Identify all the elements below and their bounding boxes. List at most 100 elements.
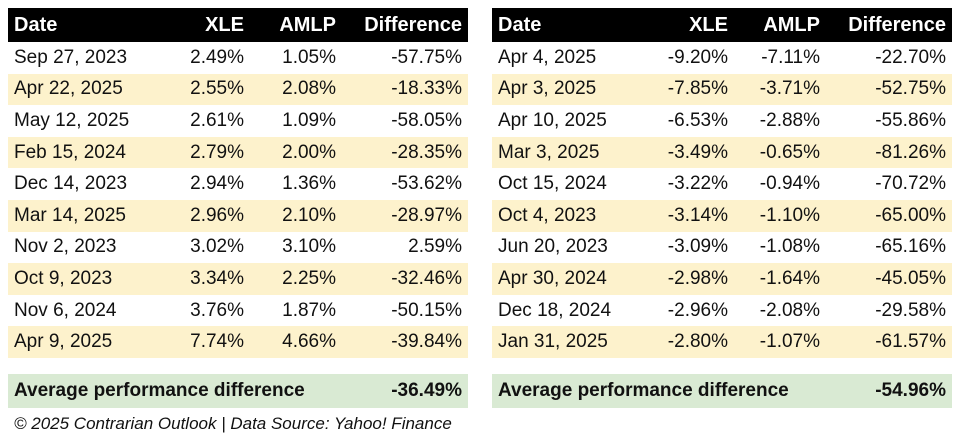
table-xle-top-losses: Date XLE AMLP Difference Apr 4, 2025 -9.2… bbox=[492, 8, 952, 408]
cell-difference: -70.72% bbox=[826, 168, 952, 200]
cell-xle: 7.74% bbox=[158, 326, 250, 358]
cell-amlp: 2.10% bbox=[250, 199, 342, 232]
cell-date: Apr 9, 2025 bbox=[8, 326, 158, 358]
cell-date: Apr 4, 2025 bbox=[492, 42, 642, 74]
cell-difference: -39.84% bbox=[342, 326, 468, 358]
cell-xle: -3.14% bbox=[642, 199, 734, 232]
table-row: Mar 14, 2025 2.96% 2.10% -28.97% bbox=[8, 199, 468, 232]
table-row: Jun 20, 2023 -3.09% -1.08% -65.16% bbox=[492, 231, 952, 264]
cell-date: Sep 27, 2023 bbox=[8, 42, 158, 74]
table-row: Sep 27, 2023 2.49% 1.05% -57.75% bbox=[8, 42, 468, 74]
cell-date: Oct 4, 2023 bbox=[492, 199, 642, 232]
cell-date: Apr 22, 2025 bbox=[8, 73, 158, 106]
cell-date: May 12, 2025 bbox=[8, 105, 158, 137]
table-row: Nov 6, 2024 3.76% 1.87% -50.15% bbox=[8, 294, 468, 327]
cell-xle: 2.49% bbox=[158, 42, 250, 74]
cell-amlp: -1.64% bbox=[734, 263, 826, 295]
cell-xle: -3.22% bbox=[642, 168, 734, 200]
cell-date: Nov 6, 2024 bbox=[8, 294, 158, 327]
cell-date: Dec 14, 2023 bbox=[8, 168, 158, 200]
table-row: Apr 10, 2025 -6.53% -2.88% -55.86% bbox=[492, 105, 952, 137]
spacer-cell bbox=[492, 357, 952, 374]
cell-date: Jan 31, 2025 bbox=[492, 326, 642, 358]
cell-xle: 2.55% bbox=[158, 73, 250, 106]
table-row: Mar 3, 2025 -3.49% -0.65% -81.26% bbox=[492, 136, 952, 169]
average-row: Average performance difference -54.96% bbox=[492, 373, 952, 408]
cell-amlp: 3.10% bbox=[250, 231, 342, 264]
cell-difference: -32.46% bbox=[342, 263, 468, 295]
cell-difference: -45.05% bbox=[826, 263, 952, 295]
cell-xle: 3.34% bbox=[158, 263, 250, 295]
average-label: Average performance difference bbox=[8, 373, 342, 408]
cell-date: Oct 15, 2024 bbox=[492, 168, 642, 200]
table-row: Dec 18, 2024 -2.96% -2.08% -29.58% bbox=[492, 294, 952, 327]
cell-amlp: 2.00% bbox=[250, 136, 342, 169]
cell-difference: -18.33% bbox=[342, 73, 468, 106]
cell-amlp: -2.08% bbox=[734, 294, 826, 327]
table-row: May 12, 2025 2.61% 1.09% -58.05% bbox=[8, 105, 468, 137]
average-row: Average performance difference -36.49% bbox=[8, 373, 468, 408]
table-row: Apr 22, 2025 2.55% 2.08% -18.33% bbox=[8, 73, 468, 106]
spacer-cell bbox=[8, 357, 468, 374]
cell-xle: 3.02% bbox=[158, 231, 250, 264]
column-header-amlp: AMLP bbox=[734, 8, 826, 42]
cell-difference: -65.00% bbox=[826, 199, 952, 232]
cell-date: Nov 2, 2023 bbox=[8, 231, 158, 264]
cell-xle: -6.53% bbox=[642, 105, 734, 137]
table-row: Apr 9, 2025 7.74% 4.66% -39.84% bbox=[8, 326, 468, 358]
cell-difference: -28.97% bbox=[342, 199, 468, 232]
cell-xle: 2.61% bbox=[158, 105, 250, 137]
column-header-date: Date bbox=[8, 8, 158, 42]
table-row: Nov 2, 2023 3.02% 3.10% 2.59% bbox=[8, 231, 468, 264]
table-row: Apr 3, 2025 -7.85% -3.71% -52.75% bbox=[492, 73, 952, 106]
cell-amlp: 2.25% bbox=[250, 263, 342, 295]
cell-difference: -50.15% bbox=[342, 294, 468, 327]
cell-amlp: -1.08% bbox=[734, 231, 826, 264]
cell-difference: -61.57% bbox=[826, 326, 952, 358]
cell-amlp: -0.65% bbox=[734, 136, 826, 169]
column-header-difference: Difference bbox=[342, 8, 468, 42]
cell-xle: 2.79% bbox=[158, 136, 250, 169]
table-xle-top-gains: Date XLE AMLP Difference Sep 27, 2023 2.4… bbox=[8, 8, 468, 408]
table-row: Apr 4, 2025 -9.20% -7.11% -22.70% bbox=[492, 42, 952, 74]
cell-date: Jun 20, 2023 bbox=[492, 231, 642, 264]
cell-difference: 2.59% bbox=[342, 231, 468, 264]
cell-xle: -2.80% bbox=[642, 326, 734, 358]
cell-xle: -7.85% bbox=[642, 73, 734, 106]
cell-difference: -81.26% bbox=[826, 136, 952, 169]
table-spacer bbox=[492, 357, 952, 374]
table-row: Oct 4, 2023 -3.14% -1.10% -65.00% bbox=[492, 199, 952, 232]
cell-difference: -22.70% bbox=[826, 42, 952, 74]
table-row: Oct 9, 2023 3.34% 2.25% -32.46% bbox=[8, 263, 468, 295]
average-label: Average performance difference bbox=[492, 373, 826, 408]
cell-difference: -65.16% bbox=[826, 231, 952, 264]
column-header-amlp: AMLP bbox=[250, 8, 342, 42]
cell-amlp: -1.10% bbox=[734, 199, 826, 232]
cell-date: Mar 14, 2025 bbox=[8, 199, 158, 232]
cell-difference: -58.05% bbox=[342, 105, 468, 137]
column-header-xle: XLE bbox=[642, 8, 734, 42]
table-header-row: Date XLE AMLP Difference bbox=[492, 8, 952, 42]
table-row: Jan 31, 2025 -2.80% -1.07% -61.57% bbox=[492, 326, 952, 358]
cell-amlp: 1.09% bbox=[250, 105, 342, 137]
cell-xle: -9.20% bbox=[642, 42, 734, 74]
cell-date: Apr 30, 2024 bbox=[492, 263, 642, 295]
cell-xle: -3.09% bbox=[642, 231, 734, 264]
table-row: Dec 14, 2023 2.94% 1.36% -53.62% bbox=[8, 168, 468, 200]
column-header-xle: XLE bbox=[158, 8, 250, 42]
cell-amlp: 4.66% bbox=[250, 326, 342, 358]
cell-difference: -55.86% bbox=[826, 105, 952, 137]
cell-amlp: -0.94% bbox=[734, 168, 826, 200]
cell-xle: -2.96% bbox=[642, 294, 734, 327]
cell-amlp: -3.71% bbox=[734, 73, 826, 106]
cell-amlp: -1.07% bbox=[734, 326, 826, 358]
cell-xle: 3.76% bbox=[158, 294, 250, 327]
footer-source-note: © 2025 Contrarian Outlook | Data Source:… bbox=[14, 414, 452, 433]
cell-difference: -53.62% bbox=[342, 168, 468, 200]
column-header-date: Date bbox=[492, 8, 642, 42]
table-row: Feb 15, 2024 2.79% 2.00% -28.35% bbox=[8, 136, 468, 169]
average-value: -36.49% bbox=[342, 373, 468, 408]
cell-date: Dec 18, 2024 bbox=[492, 294, 642, 327]
cell-amlp: 2.08% bbox=[250, 73, 342, 106]
table-header-row: Date XLE AMLP Difference bbox=[8, 8, 468, 42]
